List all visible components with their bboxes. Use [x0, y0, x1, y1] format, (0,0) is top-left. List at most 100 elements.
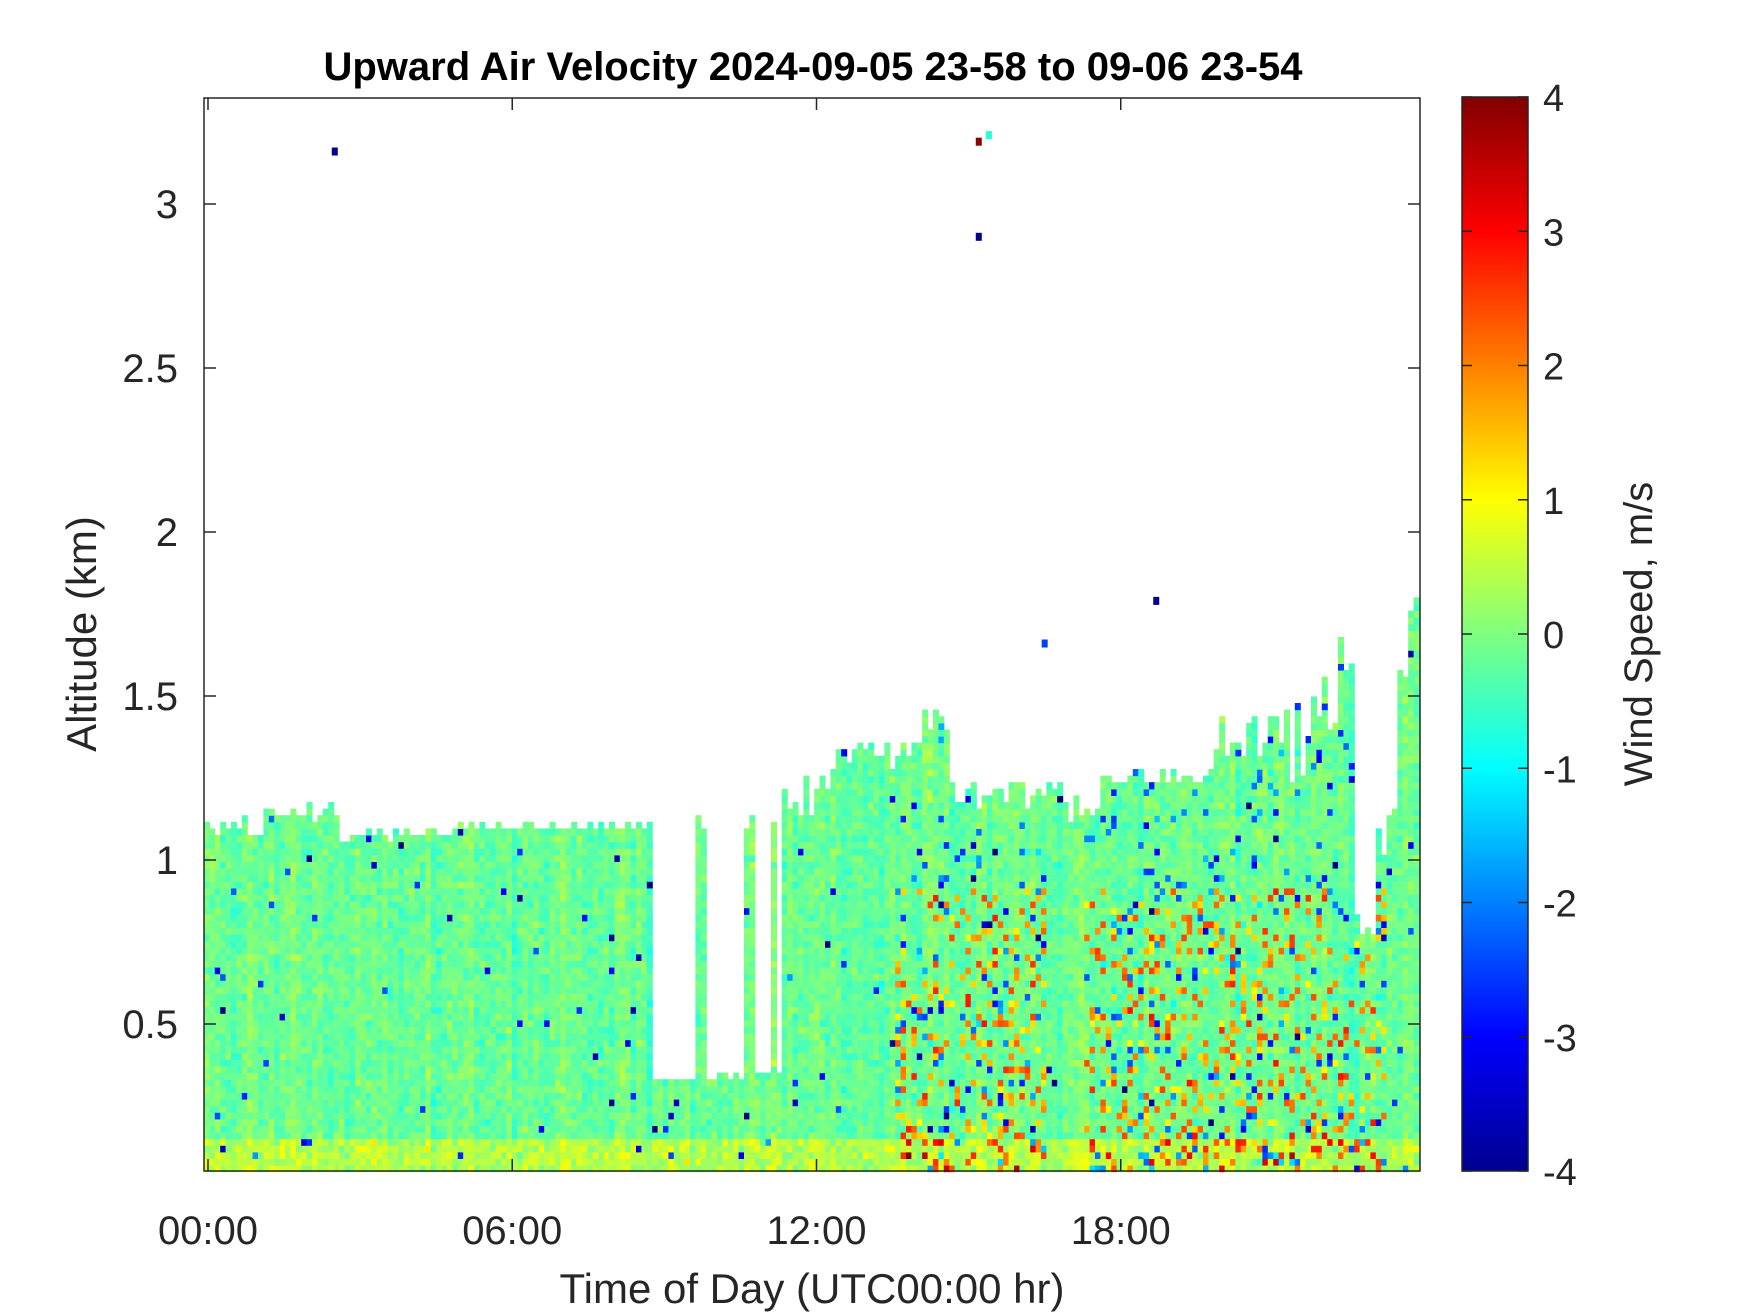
heatmap-cell: [636, 986, 642, 994]
heatmap-cell: [511, 1066, 518, 1074]
heatmap-cell: [506, 1158, 513, 1166]
heatmap-cell: [490, 973, 497, 981]
heatmap-cell: [614, 1026, 621, 1034]
heatmap-cell: [549, 993, 556, 1001]
heatmap-cell: [549, 1099, 556, 1107]
heatmap-cell: [355, 993, 362, 1001]
heatmap-cell: [495, 1079, 502, 1087]
heatmap-cell: [641, 1132, 648, 1140]
heatmap-cell: [306, 934, 313, 942]
heatmap-cell: [549, 1079, 556, 1087]
heatmap-cell: [544, 1026, 551, 1034]
heatmap-cell: [225, 1019, 232, 1027]
heatmap-cell: [609, 1039, 615, 1047]
heatmap-cell: [560, 1033, 567, 1041]
heatmap-cell: [749, 1066, 756, 1074]
heatmap-cell: [501, 934, 507, 942]
heatmap-cell: [544, 1000, 551, 1008]
heatmap-cell: [587, 914, 594, 922]
heatmap-cell: [279, 1013, 286, 1021]
heatmap-cell: [425, 947, 432, 955]
heatmap-cell: [371, 1066, 378, 1074]
heatmap-cell: [506, 854, 513, 862]
heatmap-cell: [322, 1019, 329, 1027]
heatmap-cell: [657, 1112, 664, 1120]
heatmap-cell: [609, 887, 615, 895]
heatmap-cell: [733, 1085, 740, 1093]
heatmap-cell: [263, 1039, 270, 1047]
heatmap-cell: [474, 835, 480, 843]
heatmap-cell: [328, 1052, 335, 1060]
heatmap-cell: [274, 828, 281, 836]
heatmap-cell: [274, 1165, 281, 1173]
heatmap-cell: [765, 1072, 772, 1080]
heatmap-cell: [522, 841, 529, 849]
heatmap-cell: [544, 1105, 551, 1113]
heatmap-cell: [700, 1125, 707, 1133]
heatmap-cell: [517, 861, 524, 869]
heatmap-cell: [592, 1092, 599, 1100]
heatmap-cell: [614, 874, 621, 882]
heatmap-cell: [339, 1125, 345, 1133]
heatmap-cell: [258, 1099, 264, 1107]
heatmap-cell: [684, 1079, 691, 1087]
heatmap-cell: [333, 1033, 340, 1041]
heatmap-cell: [414, 1059, 421, 1067]
heatmap-cell: [441, 1145, 448, 1153]
heatmap-cell: [263, 1033, 270, 1041]
heatmap-cell: [328, 1105, 335, 1113]
heatmap-cell: [690, 1125, 696, 1133]
heatmap-cell: [463, 887, 470, 895]
heatmap-cell: [560, 993, 567, 1001]
heatmap-cell: [630, 861, 637, 869]
heatmap-cell: [285, 940, 291, 948]
heatmap-cell: [695, 1079, 702, 1087]
heatmap-cell: [506, 841, 513, 849]
heatmap-cell: [322, 1013, 329, 1021]
heatmap-cell: [252, 848, 259, 856]
heatmap-cell: [630, 920, 637, 928]
heatmap-cell: [214, 934, 221, 942]
heatmap-cell: [641, 1151, 648, 1159]
heatmap-cell: [220, 1145, 227, 1153]
heatmap-cell: [511, 993, 518, 1001]
heatmap-cell: [387, 874, 394, 882]
heatmap-cell: [452, 1145, 459, 1153]
heatmap-cell: [474, 1072, 480, 1080]
heatmap-cell: [290, 1046, 297, 1054]
heatmap-cell: [501, 1105, 507, 1113]
heatmap-cell: [339, 1046, 345, 1054]
heatmap-cell: [576, 1046, 583, 1054]
heatmap-cell: [528, 914, 534, 922]
heatmap-cell: [700, 1099, 707, 1107]
heatmap-cell: [490, 894, 497, 902]
heatmap-cell: [538, 1105, 545, 1113]
heatmap-cell: [684, 1125, 691, 1133]
heatmap-cell: [781, 1085, 788, 1093]
heatmap-cell: [506, 1052, 513, 1060]
heatmap-cell: [247, 1033, 254, 1041]
heatmap-cell: [382, 901, 389, 909]
heatmap-cell: [479, 986, 486, 994]
heatmap-cell: [495, 821, 502, 829]
heatmap-cell: [317, 1019, 324, 1027]
heatmap-cell: [695, 828, 702, 836]
heatmap-cell: [258, 1151, 264, 1159]
heatmap-cell: [468, 953, 475, 961]
heatmap-cell: [339, 920, 345, 928]
heatmap-cell: [468, 1112, 475, 1120]
heatmap-cell: [420, 1013, 426, 1021]
heatmap-cell: [463, 874, 470, 882]
heatmap-cell: [414, 967, 421, 975]
heatmap-cell: [398, 1052, 405, 1060]
heatmap-cell: [479, 914, 486, 922]
heatmap-cell: [592, 1006, 599, 1014]
heatmap-cell: [225, 1066, 232, 1074]
heatmap-cell: [538, 1125, 545, 1133]
heatmap-cell: [522, 854, 529, 862]
heatmap-cell: [349, 835, 356, 843]
heatmap-cell: [598, 1125, 605, 1133]
heatmap-cell: [333, 887, 340, 895]
heatmap-cell: [744, 848, 750, 856]
heatmap-cell: [733, 1112, 740, 1120]
